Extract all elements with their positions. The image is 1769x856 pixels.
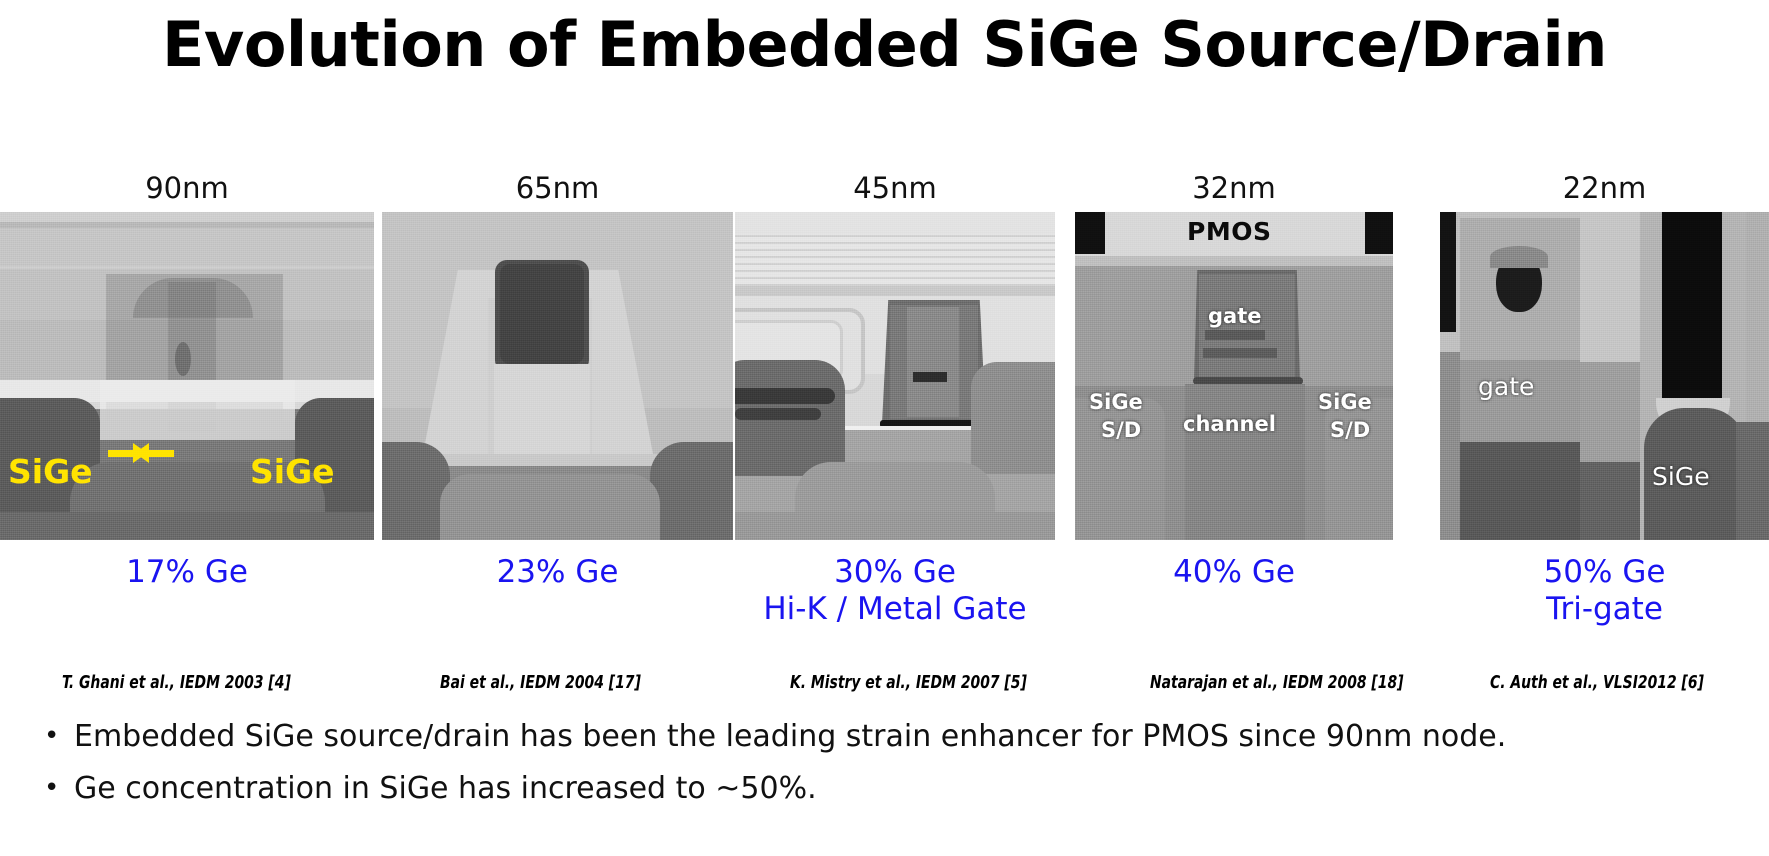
column-90nm: 90nm xyxy=(0,170,374,591)
tem-image-90nm: SiGe SiGe xyxy=(0,212,374,540)
tem-label-sige-left: SiGe xyxy=(8,452,93,491)
tem-label-sige: SiGe xyxy=(1652,462,1710,491)
ge-sub-22nm: Tri-gate xyxy=(1546,591,1663,627)
arrow-right-icon xyxy=(108,443,147,463)
tem-label-gate: gate xyxy=(1478,372,1535,401)
ge-value-22nm: 50% Ge xyxy=(1543,554,1666,590)
column-65nm: 65nm 23% xyxy=(382,170,733,591)
bullet-marker-icon: • xyxy=(44,721,60,751)
citation-32nm: Natarajan et al., IEDM 2008 [18] xyxy=(1150,672,1404,693)
node-label-45nm: 45nm xyxy=(853,171,937,205)
citation-65nm: Bai et al., IEDM 2004 [17] xyxy=(440,672,641,693)
citation-22nm: C. Auth et al., VLSI2012 [6] xyxy=(1490,672,1704,693)
ge-caption-90nm: 17% Ge xyxy=(0,554,374,591)
list-item: • Embedded SiGe source/drain has been th… xyxy=(44,718,1744,756)
arrow-left-icon xyxy=(135,443,174,463)
ge-value-65nm: 23% Ge xyxy=(496,554,619,590)
tem-image-22nm: gate SiGe xyxy=(1440,212,1769,540)
node-label-22nm: 22nm xyxy=(1562,171,1647,205)
ge-sub-45nm: Hi-K / Metal Gate xyxy=(763,591,1027,627)
tem-label-sige-right: SiGe xyxy=(250,452,335,491)
bullet-list: • Embedded SiGe source/drain has been th… xyxy=(44,718,1744,822)
column-22nm: 22nm xyxy=(1440,170,1769,628)
bullet-marker-icon: • xyxy=(44,773,60,803)
tem-label-sd-left: S/D xyxy=(1101,418,1142,442)
tem-image-45nm xyxy=(735,212,1055,540)
tem-label-gate: gate xyxy=(1208,304,1262,328)
node-label-32nm: 32nm xyxy=(1192,171,1276,205)
ge-caption-22nm: 50% Ge Tri-gate xyxy=(1440,554,1769,628)
ge-caption-65nm: 23% Ge xyxy=(382,554,733,591)
list-item: • Ge concentration in SiGe has increased… xyxy=(44,770,1744,808)
ge-caption-45nm: 30% Ge Hi-K / Metal Gate xyxy=(735,554,1055,628)
tem-label-pmos: PMOS xyxy=(1187,217,1272,246)
ge-value-90nm: 17% Ge xyxy=(126,554,248,590)
citation-45nm: K. Mistry et al., IEDM 2007 [5] xyxy=(790,672,1027,693)
bullet-text-2: Ge concentration in SiGe has increased t… xyxy=(74,771,817,806)
citation-row: T. Ghani et al., IEDM 2003 [4] Bai et al… xyxy=(0,672,1769,706)
ge-caption-32nm: 40% Ge xyxy=(1075,554,1393,591)
column-45nm: 45nm xyxy=(735,170,1055,628)
column-32nm: 32nm PMOS xyxy=(1075,170,1393,591)
tem-panel-row: 90nm xyxy=(0,170,1769,690)
node-label-65nm: 65nm xyxy=(515,171,600,205)
tem-image-65nm xyxy=(382,212,733,540)
citation-90nm: T. Ghani et al., IEDM 2003 [4] xyxy=(62,672,291,693)
ge-value-32nm: 40% Ge xyxy=(1173,554,1295,590)
page-title: Evolution of Embedded SiGe Source/Drain xyxy=(162,8,1607,81)
node-label-90nm: 90nm xyxy=(145,171,229,205)
ge-value-45nm: 30% Ge xyxy=(834,554,956,590)
tem-label-sd-right: S/D xyxy=(1330,418,1371,442)
tem-label-sige-left: SiGe xyxy=(1089,390,1143,414)
tem-label-sige-right: SiGe xyxy=(1318,390,1372,414)
bullet-text-1: Embedded SiGe source/drain has been the … xyxy=(74,719,1507,754)
tem-label-channel: channel xyxy=(1183,412,1276,436)
tem-image-32nm: PMOS gate SiGe S/D channel SiGe S/D xyxy=(1075,212,1393,540)
